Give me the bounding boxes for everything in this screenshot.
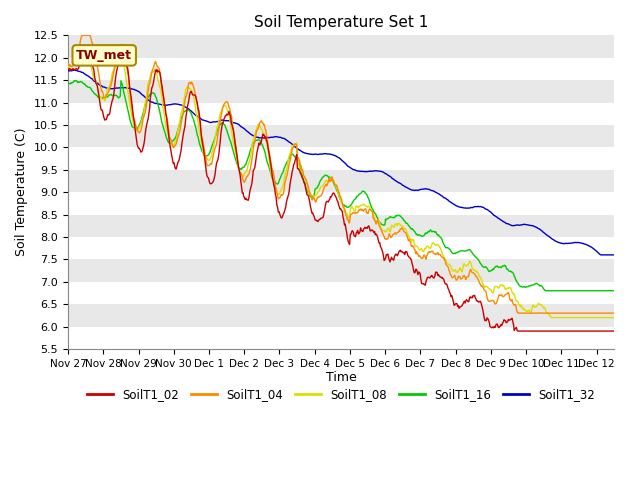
Bar <box>68 259 614 282</box>
Bar <box>68 215 614 237</box>
X-axis label: Time: Time <box>326 372 356 384</box>
Bar <box>68 304 614 326</box>
Y-axis label: Soil Temperature (C): Soil Temperature (C) <box>15 128 28 256</box>
Bar <box>68 326 614 349</box>
Title: Soil Temperature Set 1: Soil Temperature Set 1 <box>254 15 428 30</box>
Bar <box>68 103 614 125</box>
Bar <box>68 170 614 192</box>
Bar <box>68 237 614 259</box>
Bar <box>68 36 614 58</box>
Bar <box>68 147 614 170</box>
Bar <box>68 282 614 304</box>
Bar <box>68 80 614 103</box>
Bar <box>68 58 614 80</box>
Bar <box>68 192 614 215</box>
Bar <box>68 125 614 147</box>
Text: TW_met: TW_met <box>76 49 132 62</box>
Legend: SoilT1_02, SoilT1_04, SoilT1_08, SoilT1_16, SoilT1_32: SoilT1_02, SoilT1_04, SoilT1_08, SoilT1_… <box>83 384 600 406</box>
